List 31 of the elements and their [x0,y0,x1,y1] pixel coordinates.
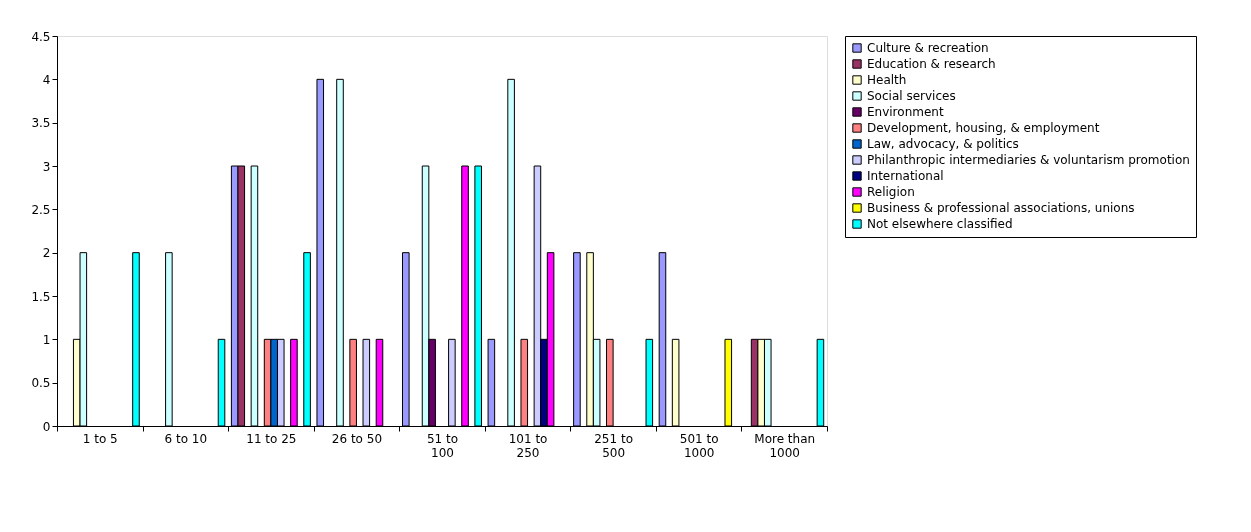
y-tick-label: 0 [42,419,51,434]
x-tick-label: 11 to 25 [246,431,297,446]
legend-label: Education & research [867,57,996,71]
legend-label: Religion [867,185,915,199]
legend-label: Philanthropic intermediaries & voluntarism promotion [867,153,1190,167]
y-tick-label: 3.5 [31,116,51,131]
y-tick-label: 0.5 [31,376,51,391]
legend-label: Not elsewhere classified [867,217,1013,231]
legend-label: Development, housing, & employment [867,121,1100,135]
legend-label: Social services [867,89,956,103]
y-tick-label: 1.5 [31,289,51,304]
x-tick-label: 26 to 50 [331,431,383,446]
x-tick-label: 501 to 1000 [679,431,719,460]
legend-label: International [867,169,944,183]
legend-label: Health [867,73,907,87]
x-tick-label: 101 to 250 [508,431,548,460]
y-tick-label: 3 [42,159,51,174]
y-tick-label: 2 [42,246,51,261]
x-tick-label: 1 to 5 [82,431,118,446]
legend-label: Business & professional associations, unions [867,201,1135,215]
y-tick-label: 2.5 [31,202,51,217]
y-tick-label: 4.5 [31,29,51,44]
x-tick-label: 251 to 500 [594,431,633,460]
x-tick-label: 51 to 100 [426,431,459,460]
x-tick-label: 6 to 10 [164,431,208,446]
legend-label: Environment [867,105,944,119]
y-tick-label: 4 [42,72,51,87]
x-tick-label: More than 1000 [754,431,816,460]
legend-label: Law, advocacy, & politics [867,137,1019,151]
y-tick-label: 1 [42,332,51,347]
legend-label: Culture & recreation [867,41,989,55]
